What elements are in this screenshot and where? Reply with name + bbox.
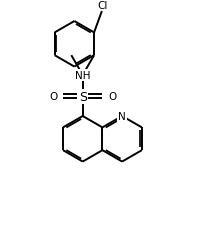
Text: N: N <box>118 112 126 121</box>
Text: S: S <box>79 90 87 104</box>
Text: O: O <box>49 92 57 102</box>
Text: Cl: Cl <box>97 1 108 11</box>
Text: NH: NH <box>75 71 91 81</box>
Text: O: O <box>108 92 116 102</box>
